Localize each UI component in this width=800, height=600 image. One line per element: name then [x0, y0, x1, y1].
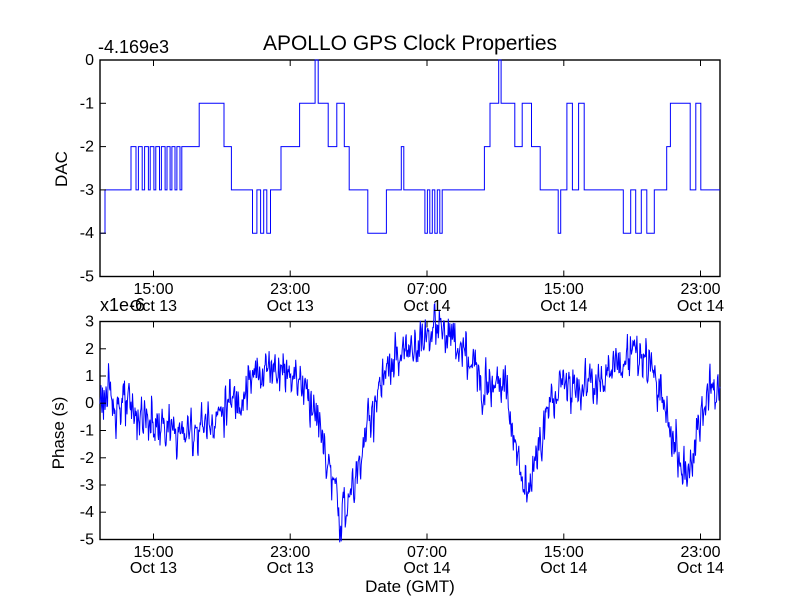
svg-text:2: 2: [85, 341, 94, 358]
svg-text:1: 1: [85, 368, 94, 385]
svg-text:Oct 14: Oct 14: [403, 560, 450, 577]
svg-text:Oct 14: Oct 14: [540, 560, 587, 577]
svg-text:Oct 14: Oct 14: [403, 298, 450, 315]
svg-text:23:00: 23:00: [270, 281, 310, 298]
svg-text:23:00: 23:00: [680, 544, 720, 561]
svg-text:-4: -4: [80, 225, 94, 242]
svg-text:-2: -2: [80, 450, 94, 467]
svg-text:Oct 13: Oct 13: [267, 298, 314, 315]
svg-text:-5: -5: [80, 269, 94, 286]
svg-text:APOLLO GPS Clock Properties: APOLLO GPS Clock Properties: [263, 32, 557, 55]
svg-text:-4.169e3: -4.169e3: [98, 37, 169, 57]
svg-text:23:00: 23:00: [680, 281, 720, 298]
svg-text:15:00: 15:00: [544, 281, 584, 298]
svg-text:Phase (s): Phase (s): [49, 397, 68, 470]
svg-text:15:00: 15:00: [133, 281, 173, 298]
svg-text:-2: -2: [80, 139, 94, 156]
svg-text:0: 0: [85, 395, 94, 412]
svg-text:DAC: DAC: [52, 151, 71, 187]
svg-text:3: 3: [85, 314, 94, 331]
svg-text:Oct 14: Oct 14: [540, 298, 587, 315]
svg-text:-1: -1: [80, 95, 94, 112]
svg-text:23:00: 23:00: [270, 544, 310, 561]
svg-text:Oct 13: Oct 13: [130, 298, 177, 315]
svg-text:Oct 13: Oct 13: [267, 560, 314, 577]
svg-text:-3: -3: [80, 477, 94, 494]
svg-text:Oct 14: Oct 14: [677, 298, 724, 315]
svg-text:-1: -1: [80, 423, 94, 440]
svg-text:15:00: 15:00: [133, 544, 173, 561]
svg-text:15:00: 15:00: [544, 544, 584, 561]
svg-text:07:00: 07:00: [407, 544, 447, 561]
svg-text:-4: -4: [80, 504, 94, 521]
svg-text:-5: -5: [80, 532, 94, 549]
svg-text:Oct 13: Oct 13: [130, 560, 177, 577]
svg-text:Date (GMT): Date (GMT): [365, 577, 455, 596]
svg-text:Oct 14: Oct 14: [677, 560, 724, 577]
svg-text:07:00: 07:00: [407, 281, 447, 298]
svg-text:-3: -3: [80, 182, 94, 199]
svg-text:0: 0: [85, 52, 94, 69]
